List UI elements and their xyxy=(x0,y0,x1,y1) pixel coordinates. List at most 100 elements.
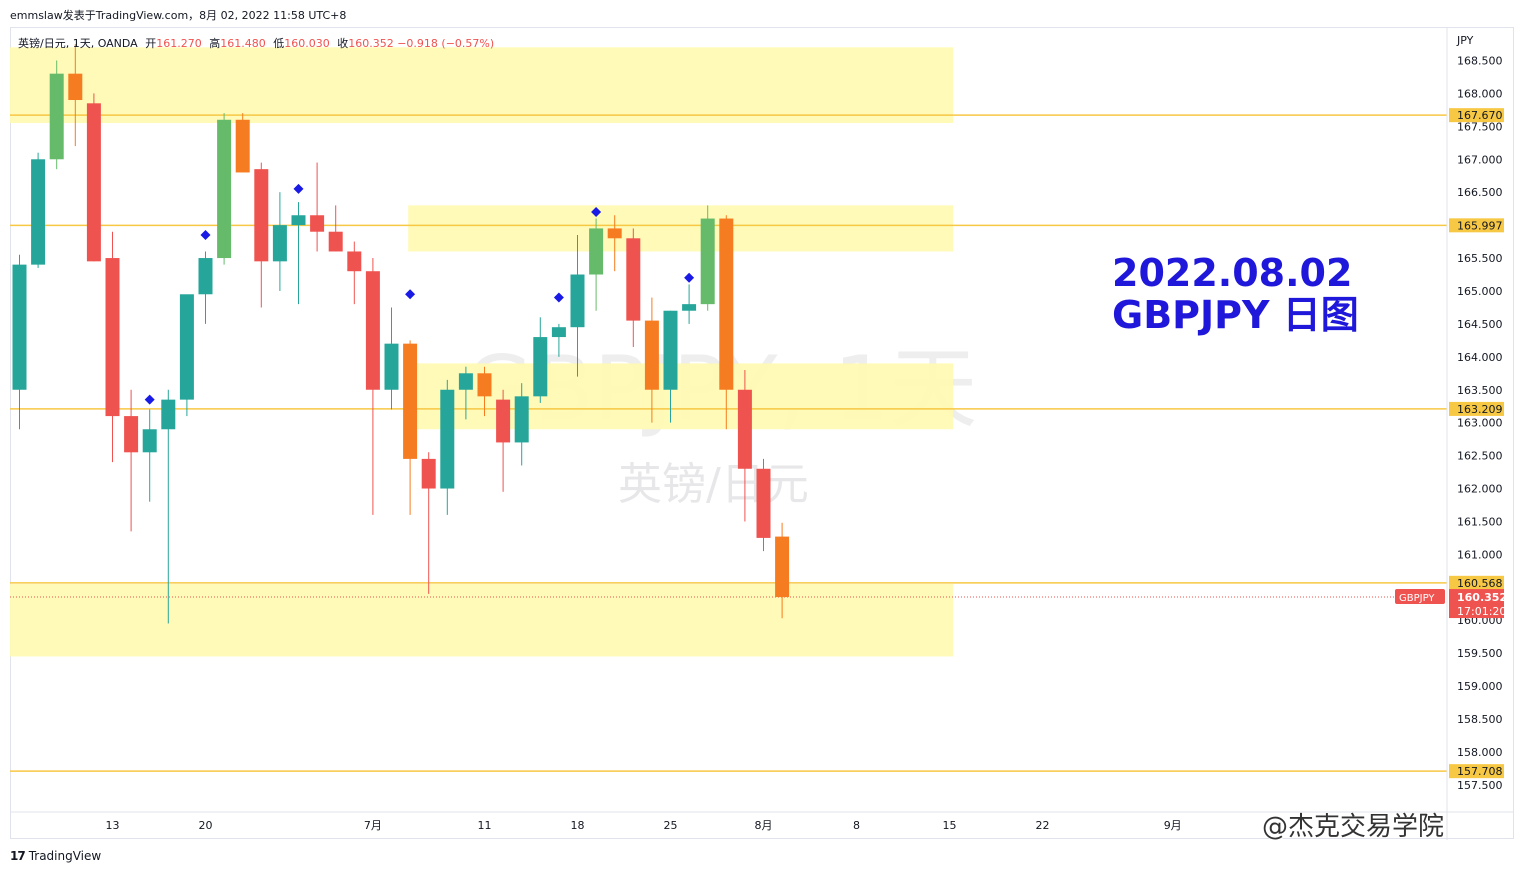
x-tick-label: 13 xyxy=(106,819,120,832)
level-price-badge xyxy=(1449,108,1504,123)
candle-body xyxy=(775,536,790,598)
level-price-label: 157.708 xyxy=(1457,765,1503,778)
candle-body xyxy=(49,73,64,160)
candle-body xyxy=(458,373,473,390)
y-tick-label: 168.500 xyxy=(1457,55,1503,68)
candle-body xyxy=(719,218,734,390)
y-tick-label: 162.000 xyxy=(1457,483,1503,496)
legend-high: 161.480 xyxy=(220,37,266,50)
x-tick-label: 11 xyxy=(478,819,492,832)
tradingview-icon: 17 xyxy=(10,849,26,863)
candle-body xyxy=(403,343,418,459)
candle-body xyxy=(663,310,678,390)
x-tick-label: 7月 xyxy=(364,819,382,832)
candle-body xyxy=(12,264,27,390)
symbol-badge-label: GBPJPY xyxy=(1399,593,1435,604)
candle-body xyxy=(124,416,139,453)
candle-body xyxy=(179,294,194,400)
candle-body xyxy=(644,320,659,390)
credit-watermark: @杰克交易学院 xyxy=(1262,812,1445,842)
candle-body xyxy=(533,337,548,397)
signal-marker xyxy=(405,289,416,300)
y-tick-label: 164.500 xyxy=(1457,318,1503,331)
y-tick-label: 166.500 xyxy=(1457,186,1503,199)
level-price-label: 167.670 xyxy=(1457,109,1503,122)
candle-body xyxy=(198,258,213,295)
candle-body xyxy=(86,103,101,262)
y-tick-label: 163.500 xyxy=(1457,384,1503,397)
candle-body xyxy=(254,169,269,262)
legend-change: −0.918 (−0.57%) xyxy=(397,37,495,50)
candle-body xyxy=(756,468,771,538)
signal-marker xyxy=(144,394,155,405)
publish-info: emmslaw发表于TradingView.com，8月 02, 2022 11… xyxy=(10,9,347,22)
signal-marker xyxy=(684,272,695,283)
candle-body xyxy=(31,159,46,265)
tradingview-logo[interactable]: 17 TradingView xyxy=(10,849,101,863)
y-tick-label: 168.000 xyxy=(1457,87,1503,100)
signal-marker xyxy=(293,183,304,194)
symbol-badge xyxy=(1395,589,1445,605)
y-tick-label: 165.000 xyxy=(1457,285,1503,298)
y-tick-label: 163.000 xyxy=(1457,417,1503,430)
annotation-title: GBPJPY 日图 xyxy=(1112,293,1359,337)
level-price-label: 160.568 xyxy=(1457,577,1503,590)
x-tick-label: 18 xyxy=(571,819,585,832)
legend-open: 161.270 xyxy=(156,37,202,50)
candle-body xyxy=(217,119,232,259)
candle-body xyxy=(551,327,566,338)
tradingview-brand: TradingView xyxy=(28,849,102,863)
signal-marker xyxy=(591,206,602,217)
y-tick-label: 158.000 xyxy=(1457,746,1503,759)
chart-annotation: 2022.08.02 GBPJPY 日图 xyxy=(1112,252,1359,336)
x-tick-label: 25 xyxy=(664,819,678,832)
y-tick-label: 159.500 xyxy=(1457,647,1503,660)
candle-body xyxy=(496,399,511,443)
x-tick-label: 15 xyxy=(943,819,957,832)
candle-body xyxy=(440,389,455,489)
candle-body xyxy=(235,119,250,173)
last-price-badge xyxy=(1449,589,1504,619)
x-tick-label: 8月 xyxy=(755,819,773,832)
candle-body xyxy=(570,274,585,328)
signal-marker xyxy=(200,230,211,241)
legend-symbol[interactable]: 英镑/日元, 1天, OANDA xyxy=(18,37,138,50)
level-price-label: 163.209 xyxy=(1457,403,1503,416)
candle-body xyxy=(700,218,715,305)
y-tick-label: 162.500 xyxy=(1457,450,1503,463)
y-tick-label: 159.000 xyxy=(1457,680,1503,693)
candle-body xyxy=(421,458,436,489)
candle-body xyxy=(589,228,604,275)
candle-body xyxy=(607,228,622,239)
y-tick-label: 165.500 xyxy=(1457,252,1503,265)
candle-body xyxy=(105,258,120,417)
legend-low: 160.030 xyxy=(284,37,330,50)
countdown-label: 17:01:20 xyxy=(1457,605,1506,618)
support-resistance-zone xyxy=(408,205,953,252)
support-resistance-zone xyxy=(10,584,953,657)
y-tick-label: 164.000 xyxy=(1457,351,1503,364)
legend-low-label: 低 xyxy=(273,37,285,50)
legend-close: 160.352 xyxy=(348,37,394,50)
level-price-label: 165.997 xyxy=(1457,219,1503,232)
candle-body xyxy=(310,215,325,232)
candle-body xyxy=(161,399,176,430)
y-tick-label: 161.000 xyxy=(1457,548,1503,561)
support-resistance-zone xyxy=(10,47,953,124)
annotation-date: 2022.08.02 xyxy=(1112,251,1353,295)
candle-body xyxy=(737,389,752,469)
candle-body xyxy=(291,215,306,226)
legend-open-label: 开 xyxy=(145,37,157,50)
y-tick-label: 167.000 xyxy=(1457,153,1503,166)
candle-body xyxy=(142,429,157,453)
y-tick-label: 161.500 xyxy=(1457,515,1503,528)
ohlc-legend: 英镑/日元, 1天, OANDA 开161.270 高161.480 低160.… xyxy=(18,35,494,51)
candle-body xyxy=(347,251,362,272)
currency-label: JPY xyxy=(1456,34,1474,47)
y-tick-label: 167.500 xyxy=(1457,120,1503,133)
x-tick-label: 9月 xyxy=(1164,819,1182,832)
last-price-label: 160.352 xyxy=(1457,591,1507,604)
candle-body xyxy=(682,304,697,311)
candle-body xyxy=(384,343,399,390)
